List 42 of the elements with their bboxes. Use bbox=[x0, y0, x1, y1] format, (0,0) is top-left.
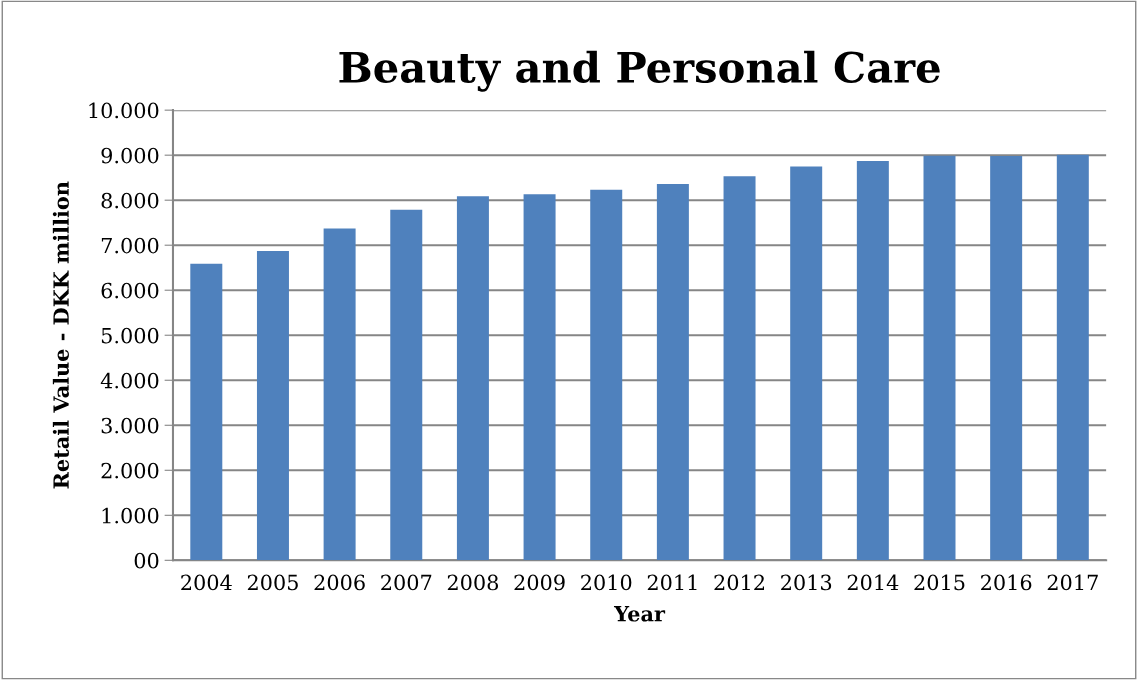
bar bbox=[1056, 154, 1089, 561]
x-tick-label: 2009 bbox=[514, 574, 565, 591]
y-tick-label: 5.000 bbox=[101, 327, 159, 344]
y-tick-label: 6.000 bbox=[101, 282, 159, 299]
x-tick-label: 2011 bbox=[647, 574, 697, 591]
bar bbox=[456, 196, 489, 561]
x-tick-label: 2014 bbox=[847, 574, 899, 591]
x-tick-label: 2006 bbox=[314, 574, 365, 591]
y-tick-label: 3.000 bbox=[101, 417, 159, 434]
x-tick-label: 2016 bbox=[981, 574, 1032, 591]
y-tick-label: 2.000 bbox=[101, 462, 159, 479]
x-tick-label: 2010 bbox=[581, 574, 632, 591]
bar bbox=[923, 155, 956, 561]
bar bbox=[656, 183, 689, 561]
x-tick-label: 2012 bbox=[714, 574, 764, 591]
bar bbox=[256, 251, 289, 561]
x-tick-label: 2015 bbox=[914, 574, 965, 591]
bar bbox=[590, 189, 623, 561]
y-tick-label: 7.000 bbox=[101, 237, 159, 254]
y-tick-label: 1.000 bbox=[102, 507, 159, 524]
x-tick-label: 2017 bbox=[1047, 574, 1098, 591]
bar bbox=[990, 156, 1023, 561]
bar bbox=[856, 161, 889, 561]
y-tick-label: 9.000 bbox=[101, 147, 159, 164]
y-tick-label: 00 bbox=[134, 552, 159, 569]
y-axis-title: Retail Value - DKK million bbox=[52, 181, 69, 489]
chart-title: Beauty and Personal Care bbox=[339, 50, 940, 92]
x-tick-label: 2005 bbox=[247, 574, 298, 591]
bar bbox=[390, 209, 423, 561]
bar bbox=[523, 194, 556, 561]
x-tick-label: 2007 bbox=[381, 574, 432, 591]
x-tick-label: 2013 bbox=[781, 574, 832, 591]
bar bbox=[190, 263, 223, 561]
y-tick-label: 8.000 bbox=[101, 192, 159, 209]
y-tick-label: 4.000 bbox=[100, 372, 159, 389]
bar bbox=[790, 166, 823, 561]
bar bbox=[723, 176, 756, 561]
x-tick-label: 2008 bbox=[447, 574, 499, 591]
x-tick-label: 2004 bbox=[181, 574, 232, 591]
y-tick-label: 10.000 bbox=[89, 102, 159, 119]
x-axis-title: Year bbox=[613, 606, 666, 622]
bar bbox=[323, 228, 356, 561]
